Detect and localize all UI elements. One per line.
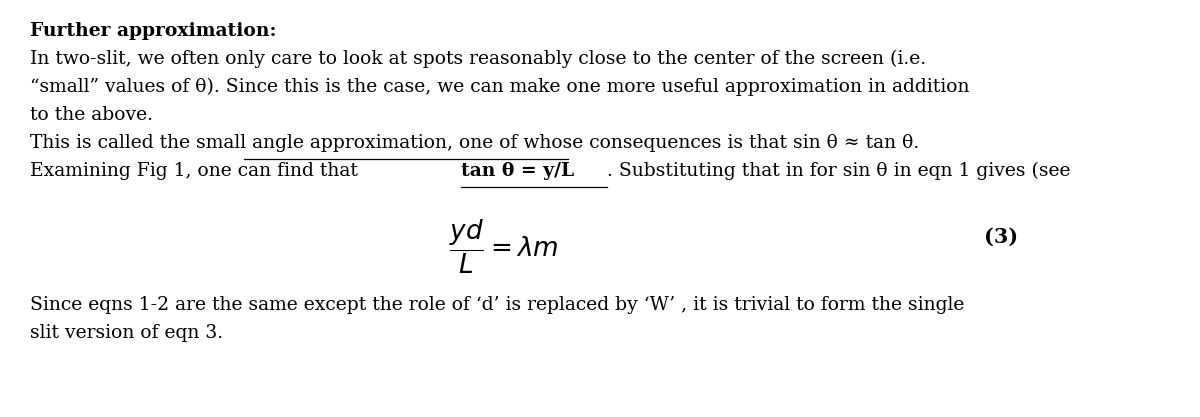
- Text: $\dfrac{yd}{L} = \lambda m$: $\dfrac{yd}{L} = \lambda m$: [449, 218, 559, 276]
- Text: tan θ = y/L: tan θ = y/L: [461, 162, 574, 180]
- Text: to the above.: to the above.: [30, 106, 154, 124]
- Text: Examining Fig 1, one can find that: Examining Fig 1, one can find that: [30, 162, 364, 180]
- Text: . Substituting that in for sin θ in eqn 1 gives (see: . Substituting that in for sin θ in eqn …: [607, 162, 1076, 180]
- Text: “small” values of θ). Since this is the case, we can make one more useful approx: “small” values of θ). Since this is the …: [30, 78, 970, 96]
- Text: (3): (3): [984, 226, 1018, 246]
- Text: In two-slit, we often only care to look at spots reasonably close to the center : In two-slit, we often only care to look …: [30, 50, 926, 68]
- Text: This is called the small angle approximation, one of whose consequences is that : This is called the small angle approxima…: [30, 134, 919, 152]
- Text: Further approximation:: Further approximation:: [30, 22, 276, 40]
- Text: slit version of eqn 3.: slit version of eqn 3.: [30, 324, 223, 342]
- Text: Since eqns 1-2 are the same except the role of ‘d’ is replaced by ‘W’ , it is tr: Since eqns 1-2 are the same except the r…: [30, 296, 965, 314]
